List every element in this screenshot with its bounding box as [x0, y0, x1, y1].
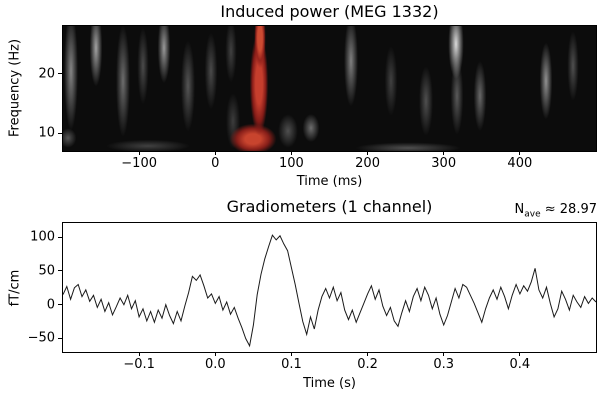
x-tick-mark	[138, 352, 140, 356]
x-tick-label: 0.3	[433, 357, 455, 372]
induced-power-heatmap: −100 0 100 200 300 400 20 10	[38, 25, 597, 171]
y-tick-mark	[58, 337, 62, 339]
bottom-x-axis-label: Time (s)	[303, 376, 356, 391]
top-plot-title: Induced power (MEG 1332)	[220, 2, 439, 21]
y-tick-mark	[58, 270, 62, 272]
evoked-waveform-line	[63, 234, 596, 348]
y-tick-mark	[58, 132, 62, 134]
x-tick-mark	[443, 151, 445, 155]
y-tick-label: 0	[46, 297, 55, 313]
n-ave-value: ≈ 28.97	[540, 202, 597, 217]
x-tick-label: 300	[431, 156, 457, 171]
x-tick-label: 0.1	[281, 357, 302, 372]
top-y-axis-label: Frequency (Hz)	[7, 38, 23, 138]
x-tick-mark	[138, 151, 140, 155]
x-tick-mark	[290, 352, 292, 356]
top-x-axis-label: Time (ms)	[296, 174, 363, 189]
y-tick-mark	[58, 304, 62, 306]
n-ave-subscript: ave	[524, 209, 541, 220]
n-ave-prefix: N	[514, 202, 525, 217]
n-ave-annotation: Nave ≈ 28.97	[515, 202, 598, 220]
evoked-line-plot: −0.1 0.0 0.1 0.2 0.3 0.4 100 50 0 −50	[28, 222, 597, 372]
x-tick-mark	[214, 151, 216, 155]
y-tick-mark	[58, 73, 62, 75]
x-tick-label: 0.4	[509, 357, 531, 372]
bottom-plot-title: Gradiometers (1 channel)	[226, 197, 433, 216]
y-tick-label: 100	[30, 229, 55, 245]
x-tick-label: 200	[355, 156, 380, 171]
x-tick-mark	[367, 151, 369, 155]
x-tick-mark	[443, 352, 445, 356]
x-tick-mark	[290, 151, 292, 155]
x-tick-mark	[519, 151, 521, 155]
bottom-y-axis-label: fT/cm	[7, 269, 23, 307]
y-tick-label: 20	[38, 66, 55, 82]
y-tick-mark	[58, 236, 62, 238]
evoked-waveform	[63, 234, 596, 348]
x-tick-label: −0.1	[123, 357, 155, 372]
x-tick-label: 100	[279, 156, 304, 171]
x-tick-label: 400	[507, 156, 533, 171]
y-tick-label: −50	[27, 330, 55, 346]
x-tick-label: 0.2	[357, 357, 378, 372]
y-tick-label: 50	[38, 263, 55, 279]
x-tick-label: 0	[211, 156, 220, 171]
x-tick-label: −100	[121, 156, 157, 171]
x-tick-mark	[367, 352, 369, 356]
x-tick-mark	[519, 352, 521, 356]
x-tick-mark	[214, 352, 216, 356]
y-tick-label: 10	[38, 125, 55, 141]
x-tick-label: 0.0	[204, 357, 226, 372]
